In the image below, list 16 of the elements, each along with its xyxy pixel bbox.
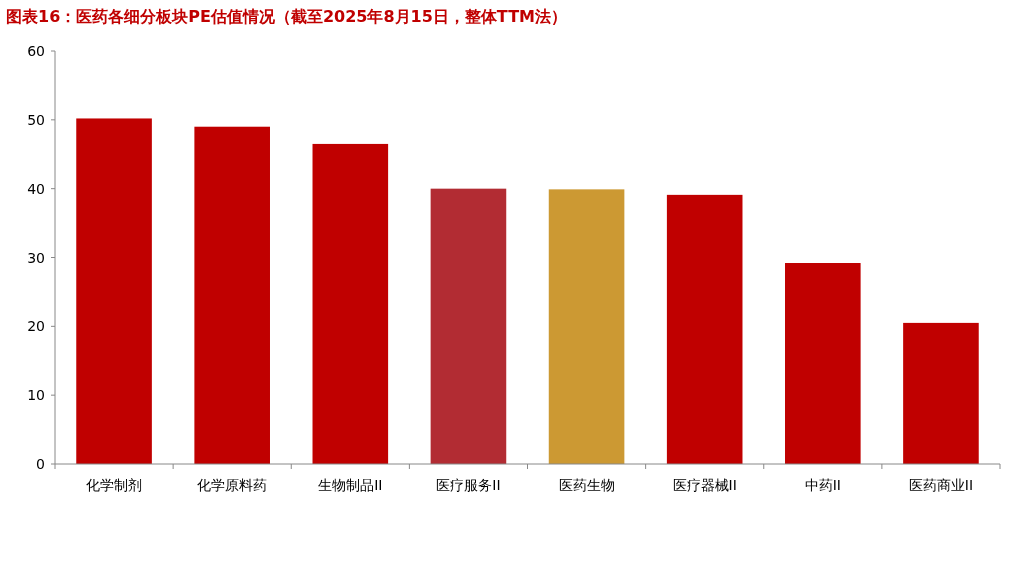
ytick: 20 bbox=[27, 318, 45, 335]
ytick: 50 bbox=[27, 111, 45, 128]
ytick: 40 bbox=[27, 180, 45, 197]
xtick: 医药生物 bbox=[558, 477, 615, 493]
ytick: 30 bbox=[27, 249, 45, 266]
xtick: 化学原料药 bbox=[197, 477, 268, 493]
ytick: 60 bbox=[27, 43, 45, 59]
xtick: 医疗器械II bbox=[672, 477, 737, 493]
xtick: 生物制品II bbox=[318, 477, 383, 493]
xtick: 中药II bbox=[804, 477, 841, 493]
title: 图表16：医药各细分板块PE估值情况（截至2025年8月15日，整体TTM法） bbox=[6, 7, 567, 26]
ytick: 0 bbox=[36, 456, 45, 472]
xtick: 医药商业II bbox=[908, 477, 974, 493]
xtick: 医疗服务II bbox=[436, 477, 501, 493]
xtick: 化学制剂 bbox=[86, 477, 143, 493]
ytick: 10 bbox=[27, 387, 45, 404]
